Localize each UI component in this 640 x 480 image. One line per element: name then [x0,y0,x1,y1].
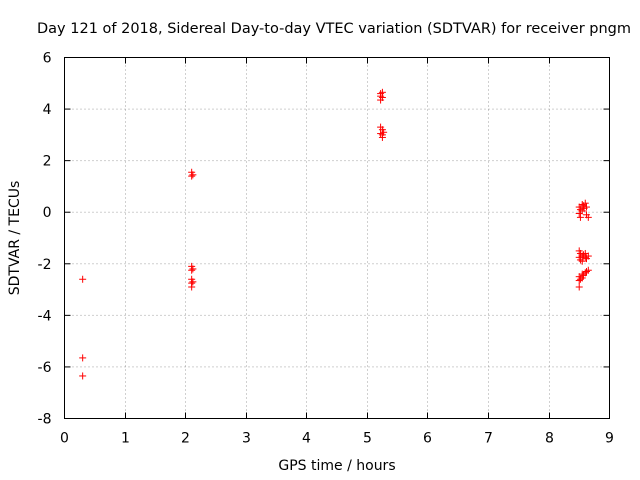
data-point [576,206,584,214]
data-point [575,283,583,291]
data-point [582,268,590,276]
data-point [580,204,588,212]
x-tick-label: 1 [121,431,130,447]
data-point [584,266,592,274]
axis-ticks [64,57,610,419]
y-tick-label: -6 [38,360,52,376]
tick-labels: 0 1 2 3 4 5 6 7 8 9 -8 -6 -4 -2 0 2 4 6 [38,51,614,447]
x-tick-label: 3 [242,431,251,447]
chart-title: Day 121 of 2018, Sidereal Day-to-day VTE… [37,21,631,37]
x-tick-label: 2 [181,431,190,447]
data-point [378,133,386,141]
data-point [79,354,87,362]
data-point [581,199,589,207]
y-tick-label: 0 [43,205,52,221]
data-point [584,252,592,260]
data-point [79,275,87,283]
y-tick-label: -8 [38,412,52,428]
grid [64,57,610,419]
x-tick-label: 0 [60,431,69,447]
data-point [377,130,385,138]
y-tick-label: 2 [43,154,52,170]
data-point [578,257,586,265]
data-point [576,213,584,221]
y-tick-label: 4 [43,102,52,118]
plot-frame [64,57,610,419]
data-point [188,172,196,180]
x-axis-label: GPS time / hours [278,458,395,474]
data-point [189,171,197,179]
data-point [575,253,583,261]
data-point [380,128,388,136]
data-point [189,265,197,273]
x-tick-label: 8 [545,431,554,447]
y-axis-label: SDTVAR / TECUs [7,181,23,296]
data-point [576,275,584,283]
data-point [578,274,586,282]
x-tick-label: 7 [484,431,493,447]
data-point [79,372,87,380]
data-point [188,283,196,291]
data-point [578,200,586,208]
x-tick-label: 9 [605,431,614,447]
data-point [189,278,197,286]
x-tick-label: 4 [302,431,311,447]
data-point [377,96,385,104]
y-tick-label: -2 [38,257,52,273]
y-tick-label: -4 [38,308,52,324]
data-point [584,213,592,221]
data-points [79,88,592,380]
x-tick-label: 5 [363,431,372,447]
x-tick-label: 6 [423,431,432,447]
data-point [188,266,196,274]
y-tick-label: 6 [43,51,52,67]
